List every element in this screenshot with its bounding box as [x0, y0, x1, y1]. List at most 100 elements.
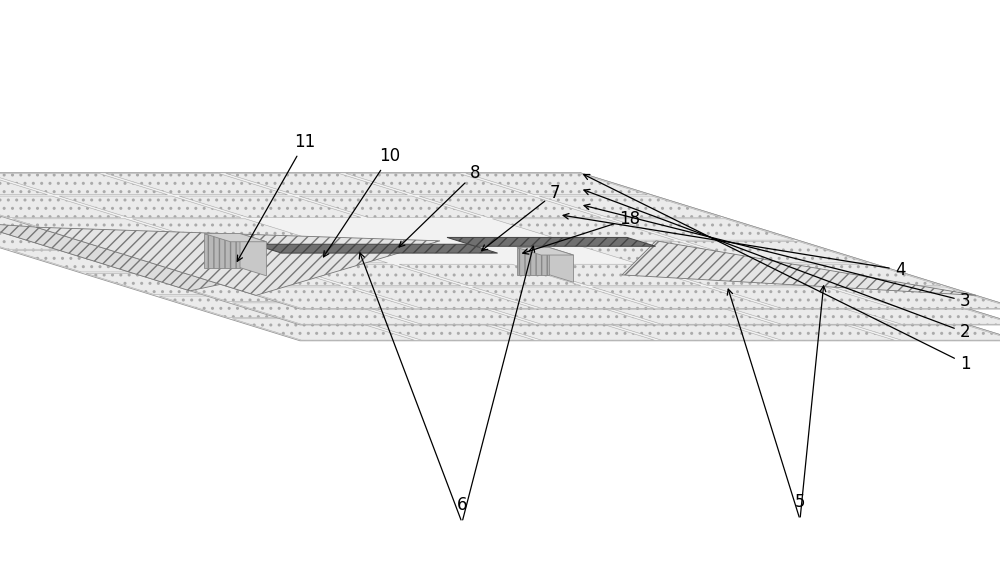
Polygon shape [566, 257, 748, 279]
Text: 5: 5 [795, 493, 805, 511]
Polygon shape [517, 248, 549, 275]
Polygon shape [712, 287, 894, 308]
Polygon shape [0, 205, 48, 227]
Polygon shape [519, 296, 701, 318]
Polygon shape [232, 319, 414, 340]
Polygon shape [179, 196, 361, 218]
Polygon shape [686, 273, 868, 295]
Polygon shape [399, 280, 581, 302]
Polygon shape [686, 257, 868, 279]
Polygon shape [0, 228, 121, 249]
Polygon shape [0, 204, 580, 209]
Polygon shape [0, 173, 1000, 309]
Polygon shape [580, 204, 1000, 345]
Text: 4: 4 [563, 214, 905, 279]
Polygon shape [832, 303, 1000, 324]
Polygon shape [206, 257, 388, 279]
Polygon shape [0, 204, 1000, 341]
Polygon shape [279, 296, 461, 318]
Polygon shape [639, 264, 821, 286]
Polygon shape [492, 250, 674, 272]
Polygon shape [419, 196, 601, 218]
Polygon shape [279, 280, 461, 302]
Polygon shape [472, 303, 654, 324]
Polygon shape [226, 189, 408, 211]
Polygon shape [59, 212, 241, 233]
Polygon shape [132, 219, 314, 240]
Polygon shape [352, 287, 534, 308]
Polygon shape [533, 269, 621, 281]
Polygon shape [86, 273, 268, 295]
Polygon shape [759, 296, 941, 318]
Polygon shape [352, 319, 534, 340]
Polygon shape [86, 241, 268, 263]
Text: 8: 8 [399, 164, 480, 247]
Polygon shape [622, 241, 976, 295]
Polygon shape [279, 264, 461, 286]
Polygon shape [712, 303, 894, 324]
Polygon shape [492, 219, 674, 240]
Polygon shape [159, 296, 341, 318]
Polygon shape [447, 237, 656, 247]
Text: 7: 7 [482, 184, 560, 250]
Polygon shape [0, 173, 48, 195]
Polygon shape [206, 273, 388, 295]
Polygon shape [566, 273, 748, 295]
Polygon shape [0, 189, 580, 193]
Polygon shape [86, 257, 268, 279]
Polygon shape [12, 235, 194, 256]
Polygon shape [299, 196, 481, 218]
Polygon shape [419, 228, 601, 249]
Polygon shape [253, 244, 498, 253]
Polygon shape [399, 264, 581, 286]
Polygon shape [580, 173, 1000, 314]
Polygon shape [466, 173, 648, 195]
Polygon shape [566, 241, 748, 263]
Polygon shape [0, 173, 168, 195]
Polygon shape [639, 280, 821, 302]
Polygon shape [0, 223, 382, 291]
Polygon shape [206, 241, 388, 263]
Polygon shape [204, 233, 240, 268]
Polygon shape [472, 287, 654, 308]
Polygon shape [372, 250, 554, 272]
Polygon shape [346, 189, 528, 211]
Polygon shape [612, 250, 794, 272]
Polygon shape [419, 212, 601, 233]
Polygon shape [232, 303, 414, 324]
Polygon shape [0, 205, 168, 227]
Polygon shape [519, 280, 701, 302]
Polygon shape [466, 189, 648, 211]
Polygon shape [106, 173, 288, 195]
Polygon shape [106, 205, 288, 227]
Polygon shape [759, 280, 941, 302]
Polygon shape [0, 189, 48, 211]
Polygon shape [639, 296, 821, 318]
Polygon shape [132, 235, 314, 256]
Text: 2: 2 [584, 189, 970, 341]
Polygon shape [712, 319, 894, 340]
Polygon shape [592, 319, 774, 340]
Polygon shape [36, 227, 440, 295]
Polygon shape [472, 319, 654, 340]
Polygon shape [612, 235, 794, 256]
Polygon shape [539, 212, 721, 233]
Polygon shape [352, 303, 534, 324]
Polygon shape [759, 264, 941, 286]
Polygon shape [0, 189, 1000, 325]
Text: 10: 10 [324, 147, 401, 257]
Polygon shape [580, 189, 1000, 329]
Polygon shape [159, 264, 341, 286]
Polygon shape [517, 248, 573, 255]
Polygon shape [592, 303, 774, 324]
Polygon shape [399, 296, 581, 318]
Polygon shape [299, 228, 481, 249]
Polygon shape [539, 228, 721, 249]
Polygon shape [12, 219, 194, 240]
Polygon shape [232, 287, 414, 308]
Polygon shape [0, 196, 121, 218]
Polygon shape [519, 264, 701, 286]
Polygon shape [299, 212, 481, 233]
Polygon shape [492, 235, 674, 256]
Text: 3: 3 [584, 204, 970, 310]
